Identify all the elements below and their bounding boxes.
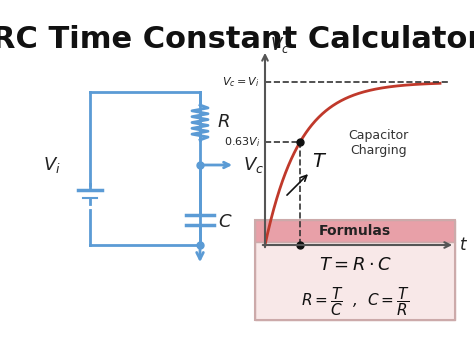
Text: RC Time Constant Calculator: RC Time Constant Calculator <box>0 25 474 54</box>
Text: Formulas: Formulas <box>319 224 391 238</box>
Text: $T$: $T$ <box>312 152 327 171</box>
Text: C: C <box>218 213 231 231</box>
FancyBboxPatch shape <box>255 220 455 242</box>
Text: $0.63V_i$: $0.63V_i$ <box>224 135 260 149</box>
Text: $V_c$: $V_c$ <box>243 155 264 175</box>
FancyBboxPatch shape <box>255 242 455 320</box>
Text: R: R <box>218 113 230 131</box>
Text: $R = \dfrac{T}{C}$  ,  $C = \dfrac{T}{R}$: $R = \dfrac{T}{C}$ , $C = \dfrac{T}{R}$ <box>301 286 410 318</box>
Text: $V_c = V_i$: $V_c = V_i$ <box>222 75 260 89</box>
Text: Capacitor
Charging: Capacitor Charging <box>348 129 409 157</box>
Text: $T = R \cdot C$: $T = R \cdot C$ <box>319 256 392 274</box>
Text: $V_i$: $V_i$ <box>43 155 61 175</box>
Text: t: t <box>460 236 466 254</box>
Bar <box>255 220 455 320</box>
Text: $V_c$: $V_c$ <box>270 35 290 55</box>
